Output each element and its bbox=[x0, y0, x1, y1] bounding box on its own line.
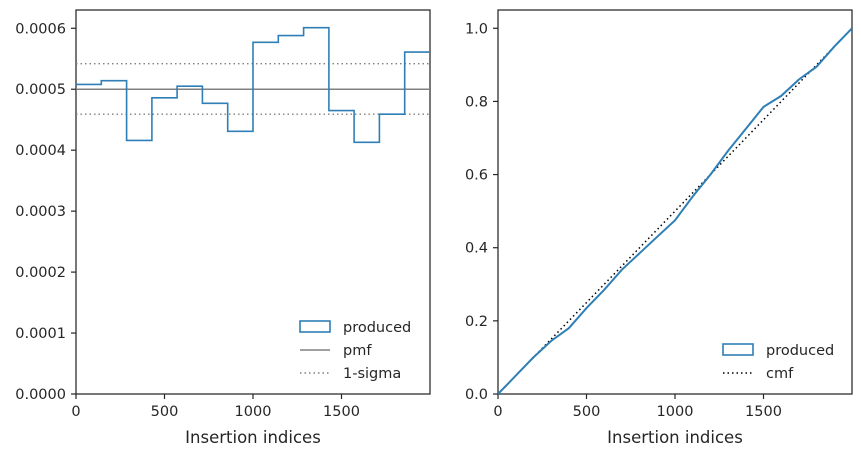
left-x-axis-label: Insertion indices bbox=[185, 428, 321, 447]
produced-step-line bbox=[76, 26, 430, 144]
legend-pmf-label: pmf bbox=[343, 343, 372, 359]
right-x-axis-label: Insertion indices bbox=[607, 428, 743, 447]
left-y-ticks: 0.0000 0.0001 0.0002 0.0003 0.0004 0.0005 0.00… bbox=[15, 21, 76, 403]
cmf-line bbox=[497, 27, 853, 395]
right-ytick-label: 0.8 bbox=[465, 94, 488, 110]
right-xtick-label: 500 bbox=[573, 404, 601, 420]
legend-produced-swatch-right bbox=[722, 343, 754, 356]
legend-1-sigma-label: 1-sigma bbox=[343, 366, 401, 382]
right-xtick-label: 1500 bbox=[745, 404, 782, 420]
left-ytick-label: 0.0006 bbox=[15, 21, 66, 37]
legend-produced-swatch bbox=[299, 320, 331, 333]
right-xtick-label: 1000 bbox=[657, 404, 694, 420]
left-legend: produced pmf 1-sigma bbox=[299, 320, 411, 382]
right-panel: 0.0 0.2 0.4 0.6 0.8 1.0 0 500 1000 1500 Insertio… bbox=[465, 9, 853, 447]
right-ytick-label: 0.0 bbox=[465, 387, 488, 403]
left-ytick-label: 0.0000 bbox=[15, 387, 66, 403]
left-ytick-label: 0.0002 bbox=[15, 265, 66, 281]
left-ytick-label: 0.0004 bbox=[15, 143, 66, 159]
right-ytick-label: 1.0 bbox=[465, 21, 488, 37]
right-xtick-label: 0 bbox=[493, 404, 502, 420]
left-ytick-label: 0.0005 bbox=[15, 82, 66, 98]
left-ytick-label: 0.0001 bbox=[15, 326, 66, 342]
right-ytick-label: 0.2 bbox=[465, 314, 488, 330]
legend-cmf-label: cmf bbox=[766, 366, 794, 382]
right-x-ticks: 0 500 1000 1500 bbox=[493, 394, 782, 420]
legend-produced-label-right: produced bbox=[766, 343, 834, 359]
left-xtick-label: 1000 bbox=[235, 404, 272, 420]
right-ytick-label: 0.6 bbox=[465, 168, 488, 184]
left-x-ticks: 0 500 1000 1500 bbox=[71, 394, 360, 420]
left-panel: 0.0000 0.0001 0.0002 0.0003 0.0004 0.0005 0.00… bbox=[15, 9, 431, 447]
right-ytick-label: 0.4 bbox=[465, 241, 488, 257]
left-xtick-label: 0 bbox=[71, 404, 80, 420]
left-xtick-label: 500 bbox=[151, 404, 179, 420]
right-plot-frame bbox=[497, 9, 853, 395]
right-y-ticks: 0.0 0.2 0.4 0.6 0.8 1.0 bbox=[465, 21, 498, 403]
left-xtick-label: 1500 bbox=[323, 404, 360, 420]
produced-cumulative-line bbox=[497, 27, 853, 395]
left-ytick-label: 0.0003 bbox=[15, 204, 66, 220]
right-legend: produced cmf bbox=[722, 343, 834, 382]
legend-produced-label: produced bbox=[343, 320, 411, 336]
